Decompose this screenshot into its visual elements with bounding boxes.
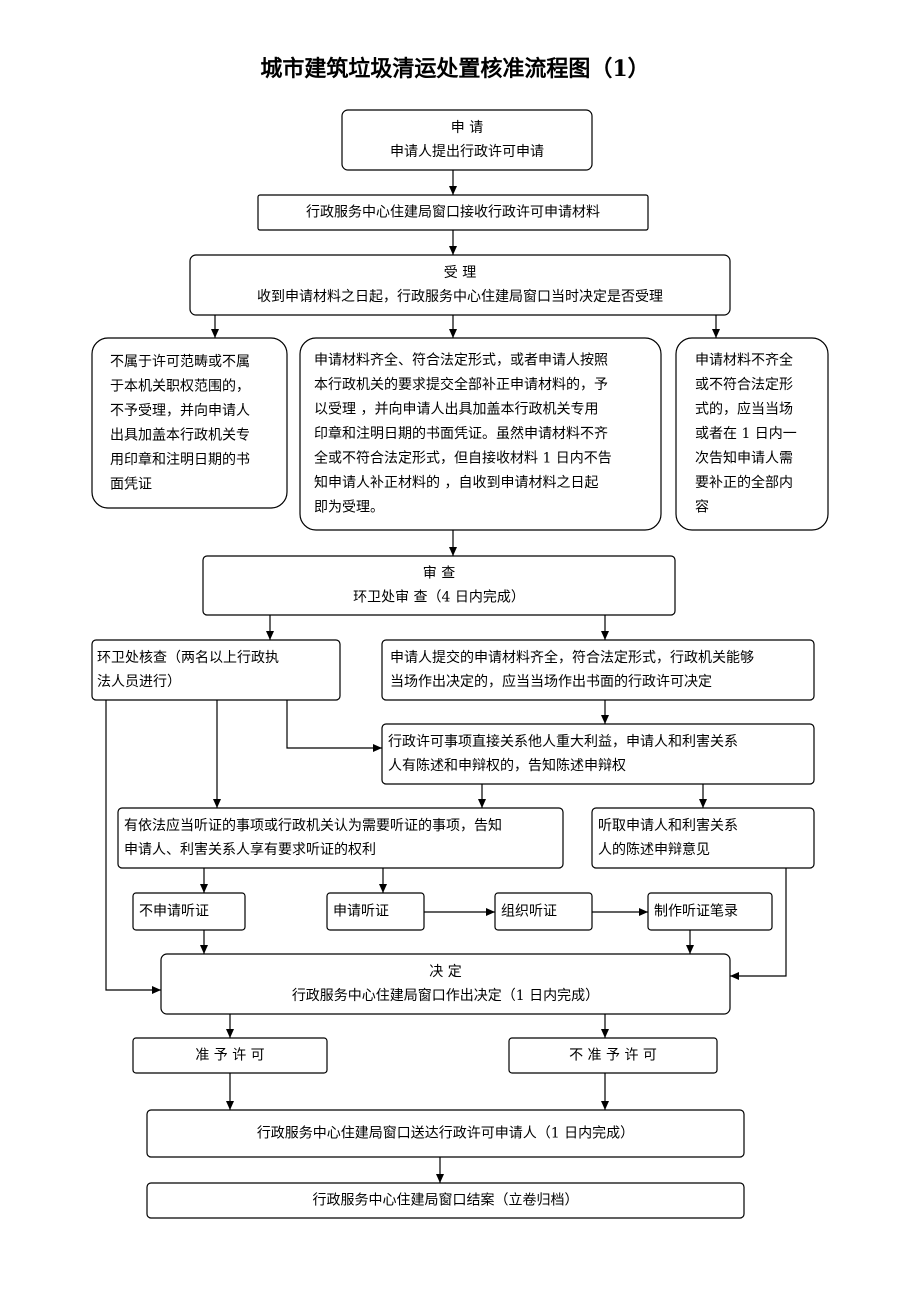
node-box [341,109,593,171]
node-text: 不属于许可范畴或不属 [110,353,250,370]
node-box [202,555,676,616]
node-text: 知申请人补正材料的 ，自收到申请材料之日起 [314,474,598,491]
node-box [160,953,731,1015]
node-text: 容 [695,499,709,516]
node-text: 审 查 [423,566,455,582]
node-text: 申请听证 [333,904,389,920]
node-text: 法人员进行） [97,674,181,690]
node-text: 收到申请材料之日起，行政服务中心住建局窗口当时决定是否受理 [257,288,663,305]
node-text: 用印章和注明日期的书 [110,451,250,468]
node-text: 行政服务中心住建局窗口结案（立卷归档） [313,1192,579,1209]
node-text: 组织听证 [501,904,557,920]
node-text: 或者在 1 日内一 [695,426,797,442]
arrow [286,700,382,752]
node-box [146,1182,745,1219]
node-text: 行政服务中心住建局窗口送达行政许可申请人（1 日内完成） [257,1125,634,1142]
node-text: 行政服务中心住建局窗口作出决定（1 日内完成） [292,987,599,1004]
node-text: 当场作出决定的，应当当场作出书面的行政许可决定 [390,673,712,690]
arrow [105,700,161,994]
node-text: 不申请听证 [139,904,209,920]
node-box [146,1109,745,1158]
node-box [132,892,246,931]
title: 城市建筑垃圾清运处置核准流程图（1） [260,56,649,82]
node-text: 受 理 [444,265,476,281]
node-box [91,337,288,509]
node-text: 申请人提交的申请材料齐全，符合法定形式，行政机关能够 [390,649,754,666]
node-text: 行政许可事项直接关系他人重大利益，申请人和利害关系 [388,733,738,750]
node-box [675,337,829,531]
node-text: 次告知申请人需 [695,450,793,467]
node-box [189,254,731,316]
node-text: 不 准 予 许 可 [569,1048,657,1064]
node-text: 申 请 [451,120,483,136]
node-text: 申请人、利害关系人享有要求听证的权利 [124,841,376,858]
node-text: 决 定 [429,964,461,980]
node-box [117,807,564,869]
node-text: 本行政机关的要求提交全部补正申请材料的，予 [314,376,608,393]
node-box [381,723,815,785]
node-box [381,639,815,701]
node-text: 印章和注明日期的书面凭证。虽然申请材料不齐 [314,425,608,442]
node-box [299,337,662,531]
node-text: 环卫处审 查（4 日内完成） [353,590,525,606]
node-text: 环卫处核查（两名以上行政执 [97,650,279,666]
node-text: 要补正的全部内 [695,474,793,491]
node-text: 行政服务中心住建局窗口接收行政许可申请材料 [306,204,600,221]
node-text: 不予受理，并向申请人 [110,403,250,419]
node-text: 人有陈述和申辩权的，告知陈述申辩权 [388,757,626,774]
node-text: 以受理 ，并向申请人出具加盖本行政机关专用 [314,402,598,418]
node-text: 听取申请人和利害关系 [598,818,738,834]
node-text: 申请材料不齐全 [695,352,793,369]
node-text: 出具加盖本行政机关专 [110,427,250,443]
node-text: 制作听证笔录 [654,904,738,920]
node-text: 即为受理。 [314,500,384,516]
node-text: 人的陈述申辩意见 [598,841,710,858]
node-text: 面凭证 [110,476,152,492]
arrow [730,868,787,980]
node-text: 全或不符合法定形式，但自接收材料 1 日内不告 [314,450,612,467]
node-text: 申请人提出行政许可申请 [390,144,544,160]
node-text: 或不符合法定形 [695,377,793,393]
node-text: 申请材料齐全、符合法定形式，或者申请人按照 [314,352,608,369]
node-box [91,639,341,701]
node-text: 式的，应当当场 [695,401,793,418]
node-text: 有依法应当听证的事项或行政机关认为需要听证的事项，告知 [124,817,502,834]
node-box [508,1037,718,1074]
node-text: 于本机关职权范围的， [110,377,250,394]
node-box [591,807,815,869]
node-text: 准 予 许 可 [195,1048,264,1064]
